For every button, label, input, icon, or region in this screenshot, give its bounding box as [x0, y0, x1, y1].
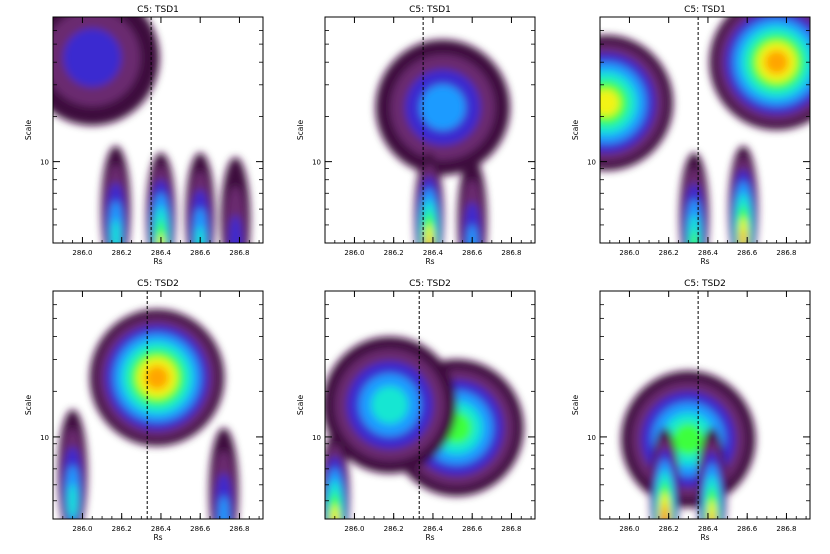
x-tick-label: 286.8 [229, 525, 249, 533]
x-tick-label: 286.8 [501, 525, 521, 533]
x-tick-label: 286.4 [423, 525, 444, 533]
power-contour [740, 229, 746, 243]
power-contour [672, 423, 704, 455]
y-tick-label: 10 [312, 434, 321, 442]
wavelet-panel: 286.0 286.2 286.4 286.6 286.8 10 C5: TSD2 Rs Sca… [571, 279, 811, 542]
power-contour [660, 503, 669, 519]
y-axis-label: Scale [571, 395, 580, 416]
plot-frame [599, 16, 811, 244]
power-contour [68, 483, 77, 519]
y-axis-label: Scale [296, 395, 305, 416]
x-tick-label: 286.6 [190, 249, 211, 257]
x-tick-label: 286.0 [344, 525, 364, 533]
x-tick-label: 286.0 [72, 249, 92, 257]
x-tick-label: 286.6 [462, 249, 483, 257]
power-contour [333, 516, 337, 519]
y-axis-label: Scale [24, 395, 33, 416]
x-tick-label: 286.4 [151, 525, 172, 533]
power-contour [764, 50, 789, 75]
power-contour [688, 214, 700, 243]
y-tick-label: 10 [312, 159, 321, 167]
x-axis-label: Rs [700, 533, 709, 542]
x-axis-label: Rs [153, 533, 162, 542]
x-tick-label: 286.2 [112, 249, 132, 257]
power-contour [662, 513, 667, 519]
y-axis-label: Scale [571, 120, 580, 141]
x-tick-label: 286.2 [659, 249, 679, 257]
y-axis-label: Scale [24, 120, 33, 141]
x-axis-label: Rs [425, 257, 434, 266]
y-tick-label: 10 [40, 434, 49, 442]
plot-frame [324, 290, 536, 520]
x-tick-label: 286.2 [384, 525, 404, 533]
x-tick-label: 286.8 [229, 249, 249, 257]
panel-title: C5: TSD1 [137, 5, 179, 15]
power-contour [156, 220, 166, 243]
x-tick-label: 286.6 [190, 525, 211, 533]
x-tick-label: 286.2 [112, 525, 132, 533]
power-contour [709, 511, 715, 519]
x-tick-label: 286.6 [737, 249, 758, 257]
y-axis-label: Scale [296, 120, 305, 141]
plot-frame [52, 16, 264, 244]
x-tick-label: 286.2 [659, 525, 679, 533]
power-contour [600, 89, 620, 117]
panel-title: C5: TSD2 [684, 279, 726, 289]
power-contour [229, 214, 242, 243]
y-tick-label: 10 [587, 159, 596, 167]
panel-title: C5: TSD1 [684, 5, 726, 15]
wavelet-panel: 286.0 286.2 286.4 286.6 286.8 10 C5: TSD1 Rs Sca… [571, 5, 811, 266]
x-tick-label: 286.0 [72, 525, 92, 533]
plot-frame [599, 290, 811, 520]
y-tick-label: 10 [587, 434, 596, 442]
wavelet-panel: 286.0 286.2 286.4 286.6 286.8 10 C5: TSD1 Rs Sca… [24, 5, 264, 266]
wavelet-panel: 286.0 286.2 286.4 286.6 286.8 10 C5: TSD2 Rs Sca… [296, 279, 536, 542]
power-contour [111, 219, 120, 243]
x-tick-label: 286.6 [737, 525, 758, 533]
x-tick-label: 286.8 [776, 249, 796, 257]
y-tick-label: 10 [40, 159, 49, 167]
x-tick-label: 286.0 [619, 525, 639, 533]
x-axis-label: Rs [153, 257, 162, 266]
panel-title: C5: TSD2 [137, 279, 179, 289]
x-tick-label: 286.6 [462, 525, 483, 533]
power-contour [218, 495, 229, 519]
x-tick-label: 286.2 [384, 249, 404, 257]
x-tick-label: 286.4 [423, 249, 444, 257]
x-tick-label: 286.4 [151, 249, 172, 257]
power-contour [707, 499, 717, 519]
x-tick-label: 286.0 [344, 249, 364, 257]
x-axis-label: Rs [425, 533, 434, 542]
panel-title: C5: TSD1 [409, 5, 451, 15]
wavelet-panel: 286.0 286.2 286.4 286.6 286.8 10 C5: TSD2 Rs Sca… [24, 279, 264, 542]
power-contour [371, 386, 409, 424]
power-contour [424, 224, 434, 243]
power-contour [145, 365, 169, 390]
power-contour [467, 224, 478, 243]
power-contour [63, 28, 122, 87]
power-contour [196, 226, 205, 243]
power-contour [426, 235, 432, 243]
plot-frame [52, 290, 264, 520]
x-tick-label: 286.0 [619, 249, 639, 257]
wavelet-panel: 286.0 286.2 286.4 286.6 286.8 10 C5: TSD1 Rs Sca… [296, 5, 536, 266]
power-contour [464, 202, 481, 243]
panel-title: C5: TSD2 [409, 279, 451, 289]
x-tick-label: 286.4 [698, 525, 719, 533]
power-contour [330, 504, 340, 519]
plot-frame [324, 16, 536, 244]
power-contour [420, 84, 466, 130]
x-tick-label: 286.4 [698, 249, 719, 257]
x-tick-label: 286.8 [776, 525, 796, 533]
power-contour [690, 230, 698, 243]
x-tick-label: 286.8 [501, 249, 521, 257]
x-axis-label: Rs [700, 257, 709, 266]
